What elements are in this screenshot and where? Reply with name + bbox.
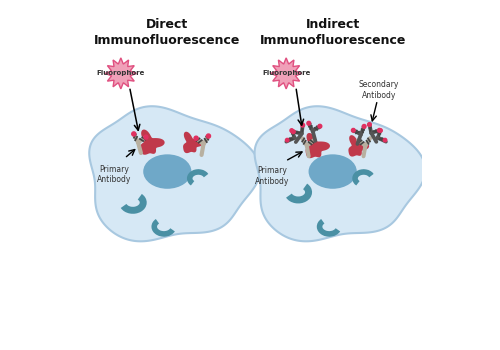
- Circle shape: [194, 136, 198, 140]
- Text: Primary
Antibody: Primary Antibody: [97, 164, 131, 184]
- Circle shape: [352, 128, 355, 132]
- Circle shape: [286, 138, 289, 142]
- Text: Fluorophore: Fluorophore: [96, 70, 145, 76]
- Polygon shape: [306, 133, 330, 158]
- Circle shape: [307, 121, 310, 125]
- Circle shape: [318, 124, 322, 128]
- Polygon shape: [348, 135, 369, 156]
- Circle shape: [379, 129, 382, 132]
- Text: Secondary
Antibody: Secondary Antibody: [359, 80, 400, 100]
- Circle shape: [378, 128, 382, 132]
- Circle shape: [144, 135, 148, 139]
- Circle shape: [206, 134, 210, 138]
- Polygon shape: [140, 130, 164, 155]
- Circle shape: [290, 129, 294, 132]
- Text: Direct
Immunofluorescence: Direct Immunofluorescence: [94, 18, 240, 47]
- Circle shape: [132, 132, 136, 136]
- Polygon shape: [254, 106, 426, 241]
- Polygon shape: [270, 58, 302, 89]
- Polygon shape: [106, 58, 136, 89]
- Circle shape: [362, 125, 366, 128]
- Polygon shape: [89, 106, 260, 241]
- Text: Primary
Antibody: Primary Antibody: [255, 166, 290, 186]
- Text: Fluorophore: Fluorophore: [262, 70, 310, 76]
- Ellipse shape: [308, 154, 357, 189]
- Polygon shape: [183, 132, 204, 153]
- Ellipse shape: [143, 154, 192, 189]
- Circle shape: [292, 130, 295, 134]
- Circle shape: [368, 123, 372, 126]
- Circle shape: [384, 138, 387, 142]
- Circle shape: [301, 123, 304, 127]
- Text: Indirect
Immunofluorescence: Indirect Immunofluorescence: [260, 18, 406, 47]
